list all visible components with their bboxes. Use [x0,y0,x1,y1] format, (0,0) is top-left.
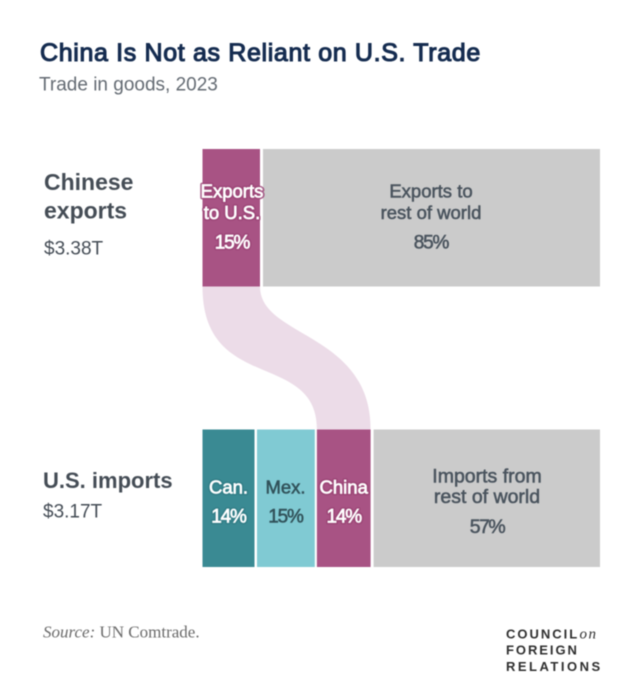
svg-text:U.S. imports: U.S. imports [43,468,173,493]
svg-text:14%: 14% [211,507,247,528]
svg-text:Chinese: Chinese [44,169,133,195]
svg-text:Exports: Exports [201,181,264,202]
svg-text:15%: 15% [268,507,304,528]
svg-text:China: China [320,476,369,497]
svg-text:14%: 14% [326,507,362,528]
svg-text:Can.: Can. [209,476,248,497]
svg-text:to U.S.: to U.S. [204,202,261,223]
svg-text:Imports from: Imports from [432,465,541,487]
svg-text:Trade in goods, 2023: Trade in goods, 2023 [39,75,218,96]
svg-text:$3.38T: $3.38T [44,239,104,260]
svg-text:14%: 14% [211,507,247,528]
svg-text:Exports: Exports [201,181,264,202]
svg-text:RELATIONS: RELATIONS [506,659,603,674]
svg-text:China: China [320,476,369,497]
svg-text:57%: 57% [470,516,506,538]
svg-text:$3.17T: $3.17T [43,502,103,523]
svg-text:Mex.: Mex. [265,476,305,497]
svg-text:Can.: Can. [209,476,248,497]
svg-text:rest of world: rest of world [434,486,540,508]
svg-text:85%: 85% [414,233,450,254]
svg-text:to U.S.: to U.S. [204,202,261,223]
svg-text:14%: 14% [326,507,362,528]
svg-text:FOREIGN: FOREIGN [506,643,579,658]
svg-text:Source: UN Comtrade.: Source: UN Comtrade. [43,623,200,642]
svg-text:Exports to: Exports to [389,181,472,202]
svg-text:15%: 15% [215,232,251,253]
svg-text:15%: 15% [215,232,251,253]
svg-text:COUNCIL: COUNCIL [506,627,579,642]
svg-text:exports: exports [44,197,127,223]
svg-text:China Is Not as Reliant on U.S: China Is Not as Reliant on U.S. Trade [40,39,481,67]
svg-text:rest of world: rest of world [381,202,482,223]
svg-text:on: on [580,627,598,643]
